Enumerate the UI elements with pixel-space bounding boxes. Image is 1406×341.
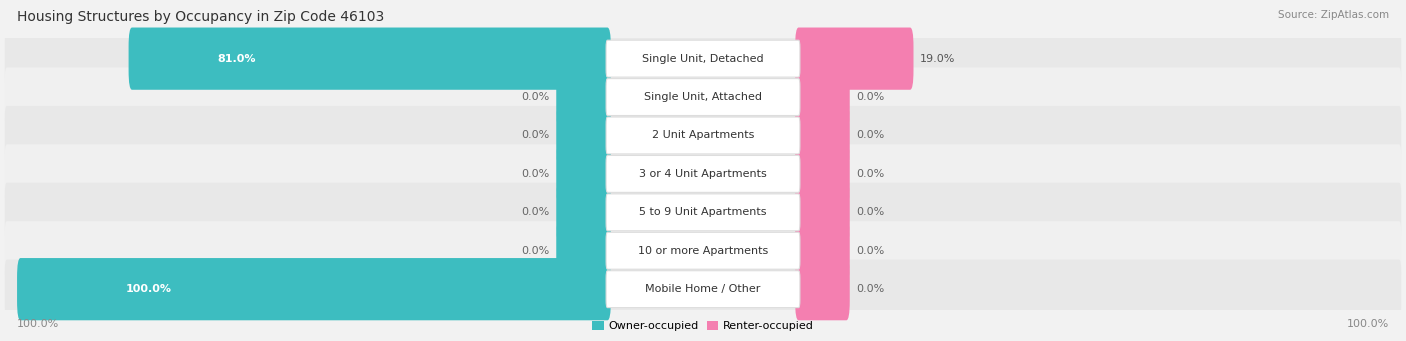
Text: 0.0%: 0.0% <box>522 169 550 179</box>
Text: 0.0%: 0.0% <box>856 207 884 217</box>
Text: Single Unit, Detached: Single Unit, Detached <box>643 54 763 64</box>
Text: 100.0%: 100.0% <box>127 284 172 294</box>
FancyBboxPatch shape <box>796 181 849 243</box>
Text: 0.0%: 0.0% <box>856 246 884 256</box>
FancyBboxPatch shape <box>557 104 610 167</box>
Text: 0.0%: 0.0% <box>856 131 884 140</box>
FancyBboxPatch shape <box>606 40 800 77</box>
FancyBboxPatch shape <box>4 68 1402 127</box>
FancyBboxPatch shape <box>606 232 800 269</box>
Text: Housing Structures by Occupancy in Zip Code 46103: Housing Structures by Occupancy in Zip C… <box>17 10 384 24</box>
Text: 0.0%: 0.0% <box>522 92 550 102</box>
FancyBboxPatch shape <box>4 260 1402 319</box>
FancyBboxPatch shape <box>796 104 849 167</box>
FancyBboxPatch shape <box>606 194 800 231</box>
FancyBboxPatch shape <box>4 144 1402 204</box>
Text: 0.0%: 0.0% <box>856 284 884 294</box>
FancyBboxPatch shape <box>606 155 800 192</box>
FancyBboxPatch shape <box>796 66 849 128</box>
FancyBboxPatch shape <box>796 28 914 90</box>
FancyBboxPatch shape <box>796 220 849 282</box>
Text: 0.0%: 0.0% <box>856 92 884 102</box>
Text: 2 Unit Apartments: 2 Unit Apartments <box>652 131 754 140</box>
FancyBboxPatch shape <box>606 117 800 154</box>
FancyBboxPatch shape <box>17 258 610 320</box>
FancyBboxPatch shape <box>606 79 800 116</box>
FancyBboxPatch shape <box>128 28 610 90</box>
Text: 0.0%: 0.0% <box>522 131 550 140</box>
Text: 10 or more Apartments: 10 or more Apartments <box>638 246 768 256</box>
FancyBboxPatch shape <box>557 66 610 128</box>
FancyBboxPatch shape <box>796 143 849 205</box>
FancyBboxPatch shape <box>4 29 1402 88</box>
FancyBboxPatch shape <box>4 106 1402 165</box>
FancyBboxPatch shape <box>557 181 610 243</box>
Text: 5 to 9 Unit Apartments: 5 to 9 Unit Apartments <box>640 207 766 217</box>
FancyBboxPatch shape <box>796 258 849 320</box>
Text: 3 or 4 Unit Apartments: 3 or 4 Unit Apartments <box>640 169 766 179</box>
Text: 100.0%: 100.0% <box>1347 319 1389 329</box>
Text: 0.0%: 0.0% <box>856 169 884 179</box>
Text: 0.0%: 0.0% <box>522 246 550 256</box>
Text: Mobile Home / Other: Mobile Home / Other <box>645 284 761 294</box>
Text: 0.0%: 0.0% <box>522 207 550 217</box>
FancyBboxPatch shape <box>557 220 610 282</box>
Text: 100.0%: 100.0% <box>17 319 59 329</box>
Legend: Owner-occupied, Renter-occupied: Owner-occupied, Renter-occupied <box>588 316 818 336</box>
FancyBboxPatch shape <box>4 221 1402 280</box>
FancyBboxPatch shape <box>606 271 800 308</box>
FancyBboxPatch shape <box>4 183 1402 242</box>
Text: 19.0%: 19.0% <box>921 54 956 64</box>
Text: Source: ZipAtlas.com: Source: ZipAtlas.com <box>1278 10 1389 20</box>
Text: Single Unit, Attached: Single Unit, Attached <box>644 92 762 102</box>
Text: 81.0%: 81.0% <box>218 54 256 64</box>
FancyBboxPatch shape <box>557 143 610 205</box>
